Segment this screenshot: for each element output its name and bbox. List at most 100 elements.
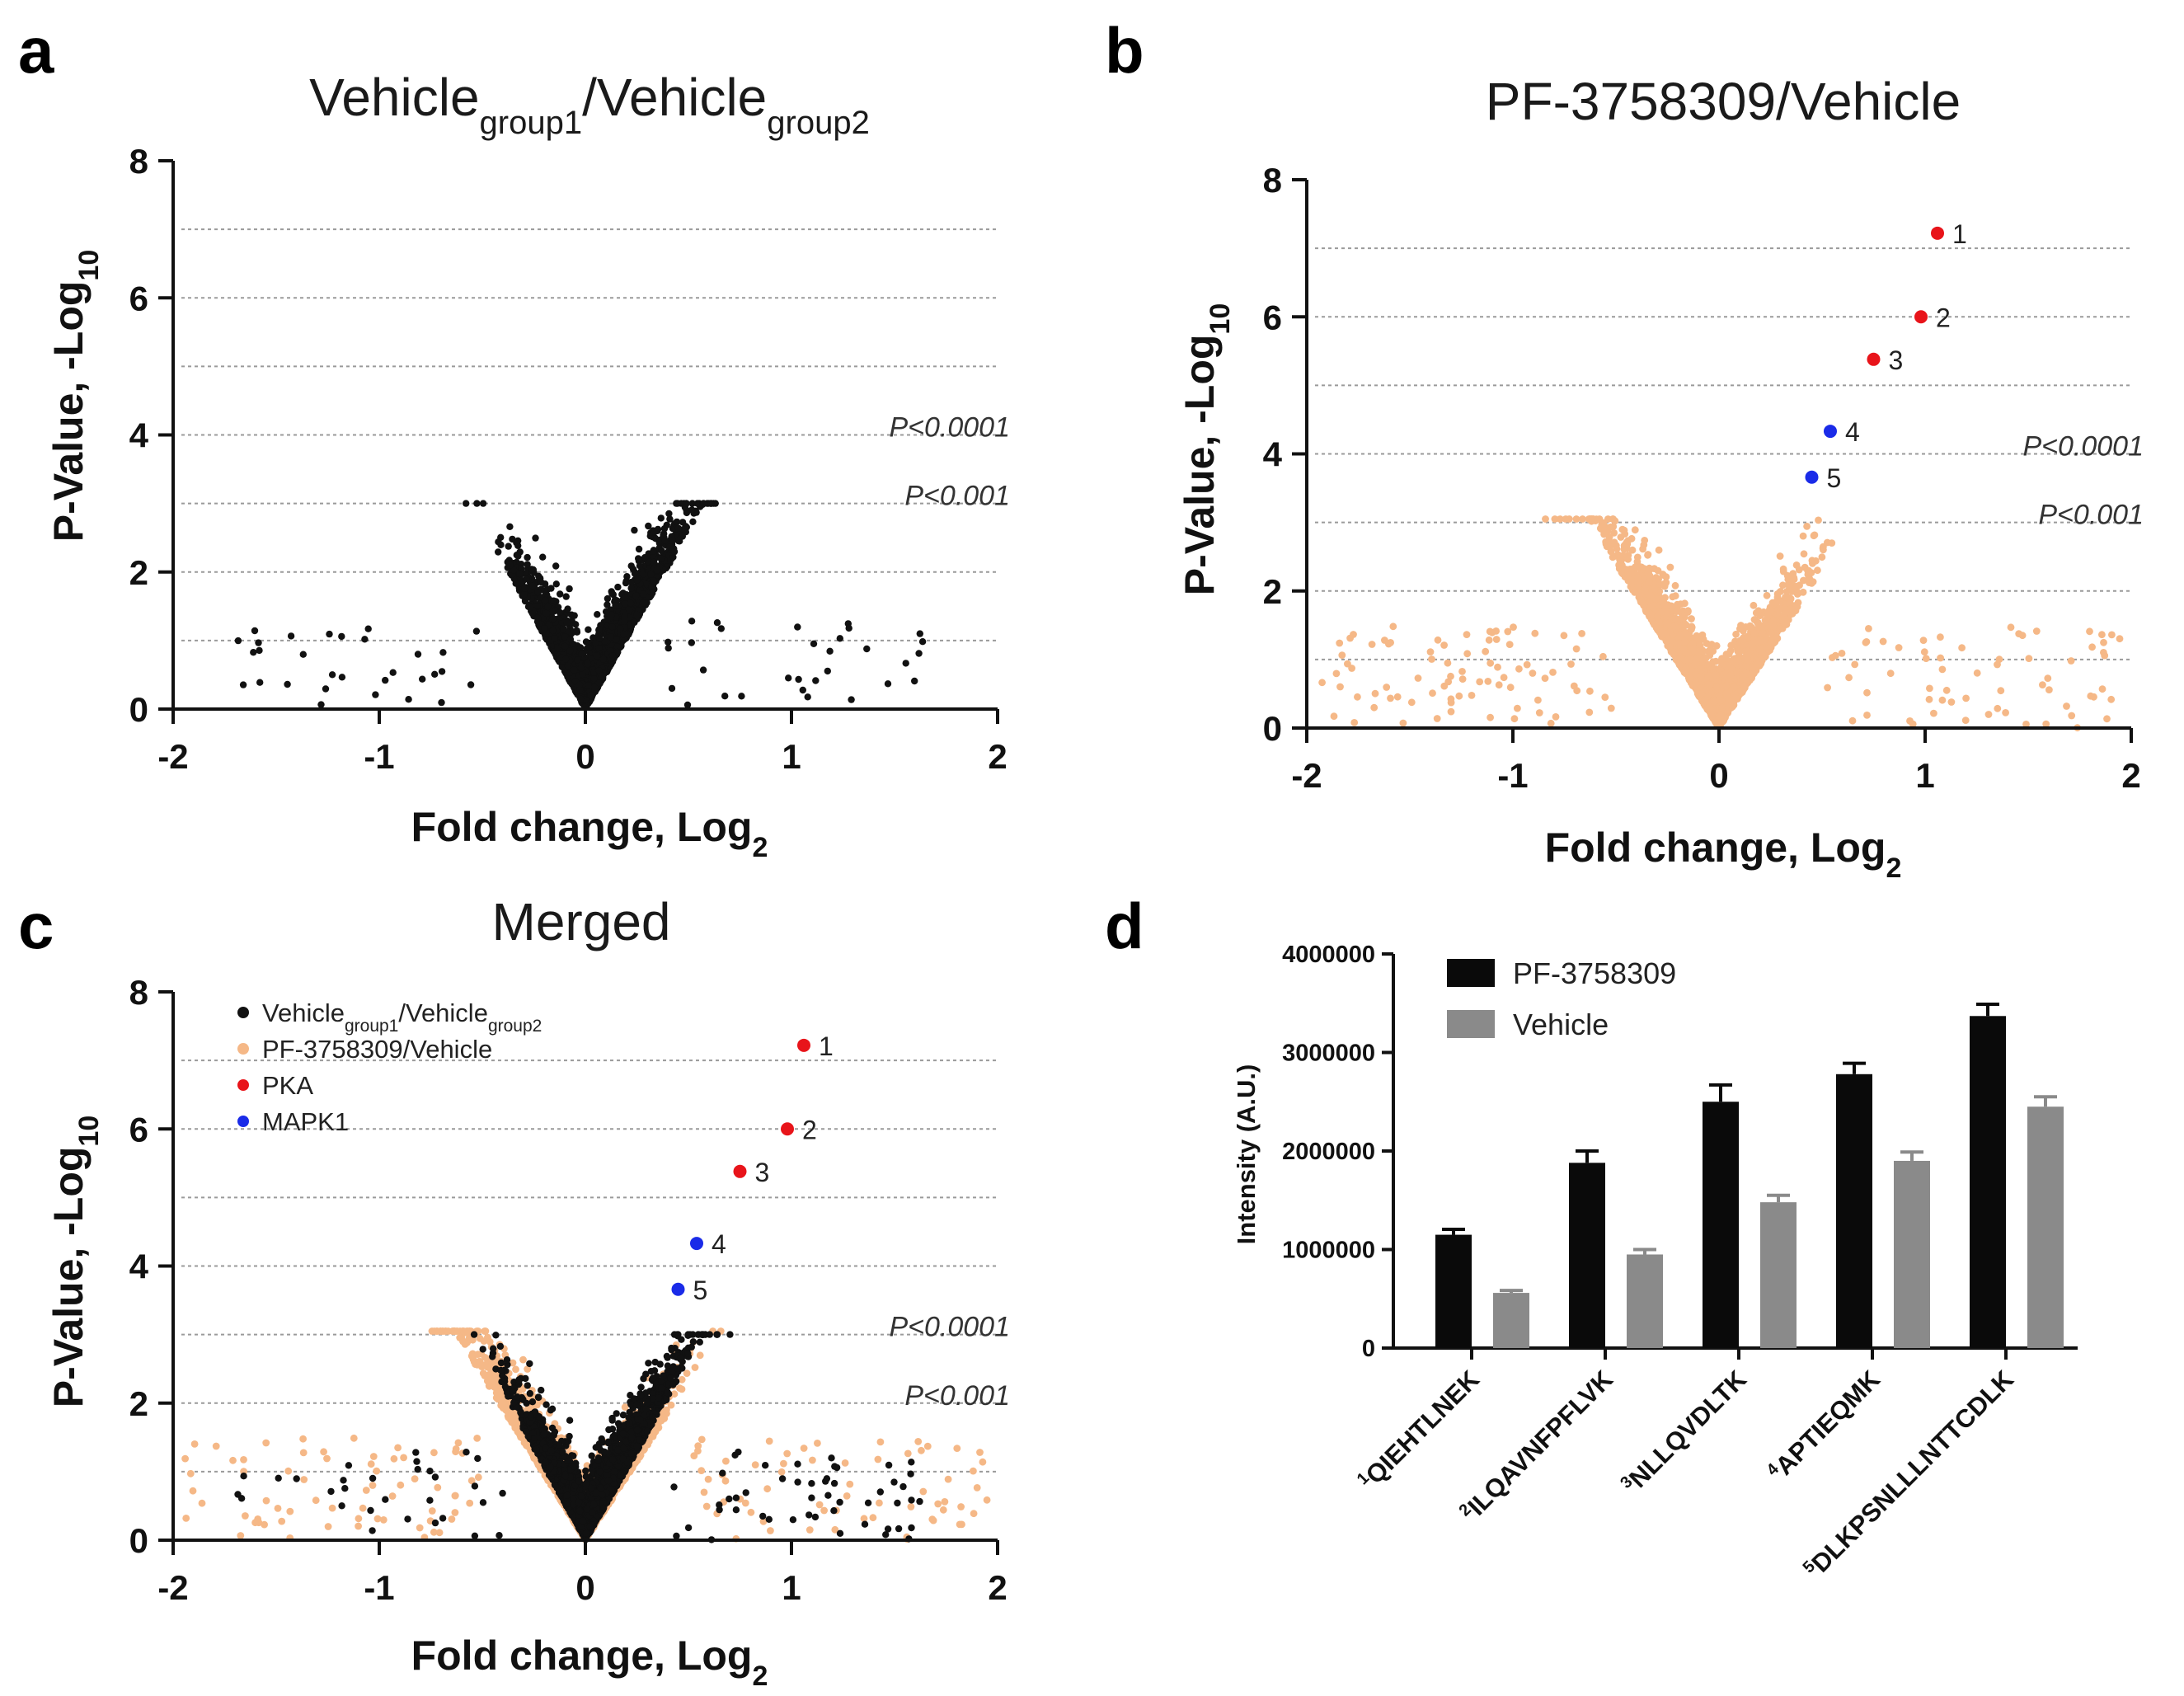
data-point — [785, 674, 792, 682]
data-point — [1617, 557, 1625, 566]
data-point — [571, 612, 578, 619]
data-point — [495, 548, 502, 556]
data-point — [688, 639, 695, 646]
data-point — [1670, 651, 1678, 658]
data-point — [1487, 659, 1495, 667]
data-point — [658, 547, 665, 555]
data-point — [674, 524, 683, 532]
data-point — [1671, 581, 1679, 590]
data-point — [419, 675, 426, 683]
data-point — [1468, 692, 1476, 699]
data-point — [572, 621, 580, 628]
data-point — [1458, 675, 1467, 683]
data-point — [1633, 553, 1642, 561]
data-point — [1886, 669, 1895, 678]
data-point — [627, 579, 635, 586]
data-point — [1734, 647, 1742, 655]
data-point — [322, 685, 330, 693]
data-point — [2098, 631, 2106, 639]
data-point — [1879, 637, 1887, 646]
data-point — [1919, 637, 1928, 644]
data-point — [738, 693, 745, 700]
data-point — [1598, 520, 1606, 529]
data-point — [1350, 719, 1359, 726]
data-point — [824, 667, 831, 675]
data-point — [665, 638, 672, 646]
data-point — [1515, 665, 1523, 673]
data-point — [581, 695, 589, 703]
data-point — [1492, 636, 1501, 643]
data-point — [1639, 545, 1646, 553]
data-point — [558, 625, 566, 633]
data-point — [1781, 604, 1789, 612]
data-point — [414, 651, 422, 658]
data-point — [234, 637, 242, 645]
data-point — [665, 510, 673, 518]
data-point — [550, 597, 557, 604]
data-point — [1635, 588, 1642, 596]
data-point — [1644, 551, 1652, 558]
data-point — [1572, 645, 1580, 653]
data-point — [707, 500, 715, 507]
data-point — [562, 593, 570, 600]
data-point — [1863, 712, 1871, 719]
data-point — [1514, 704, 1521, 712]
data-point — [661, 537, 669, 544]
data-point — [585, 626, 592, 633]
data-point — [1368, 641, 1376, 648]
data-point — [1573, 687, 1581, 695]
data-point — [576, 695, 585, 703]
data-point — [364, 625, 372, 632]
data-point — [593, 652, 601, 660]
data-point — [590, 684, 599, 691]
data-point — [1529, 669, 1537, 677]
data-point — [1763, 591, 1771, 599]
data-point — [526, 604, 534, 612]
data-point — [239, 681, 247, 688]
data-point — [1578, 630, 1585, 637]
data-point — [1727, 665, 1735, 673]
data-point — [607, 633, 614, 641]
data-point — [1371, 689, 1379, 698]
data-point — [649, 590, 656, 597]
data-point — [1628, 546, 1637, 554]
data-point — [902, 660, 909, 667]
data-point — [1818, 553, 1826, 561]
data-point — [1414, 674, 1422, 682]
data-point — [1455, 692, 1463, 700]
data-point — [2107, 695, 2116, 703]
data-point — [1824, 684, 1832, 692]
data-point — [1506, 684, 1515, 692]
data-point — [541, 625, 548, 632]
data-point — [575, 681, 584, 688]
data-point — [547, 585, 555, 592]
data-point — [1482, 647, 1490, 655]
data-point — [326, 630, 333, 638]
data-point — [1610, 538, 1618, 547]
panel-letter-c: c — [18, 890, 54, 962]
x-tick-label: 1 — [782, 737, 801, 776]
data-point — [1779, 581, 1787, 590]
data-point — [1330, 712, 1338, 721]
panel-letter-b: b — [1105, 14, 1144, 87]
data-point — [1646, 603, 1655, 611]
data-point — [848, 696, 855, 703]
data-point — [1799, 588, 1807, 596]
data-point — [666, 543, 674, 551]
data-point — [534, 614, 542, 622]
threshold-label: P<0.001 — [904, 481, 1010, 512]
data-point — [595, 626, 603, 633]
data-point — [1764, 612, 1772, 620]
data-point — [608, 652, 617, 660]
data-point — [683, 500, 690, 507]
data-point — [812, 677, 820, 684]
data-point — [1627, 534, 1636, 543]
data-point — [529, 582, 537, 590]
data-point — [1560, 632, 1568, 640]
data-point — [1938, 665, 1947, 674]
data-point — [1799, 532, 1807, 540]
data-point — [1476, 678, 1484, 686]
data-point — [2090, 693, 2097, 701]
data-point — [700, 500, 707, 507]
